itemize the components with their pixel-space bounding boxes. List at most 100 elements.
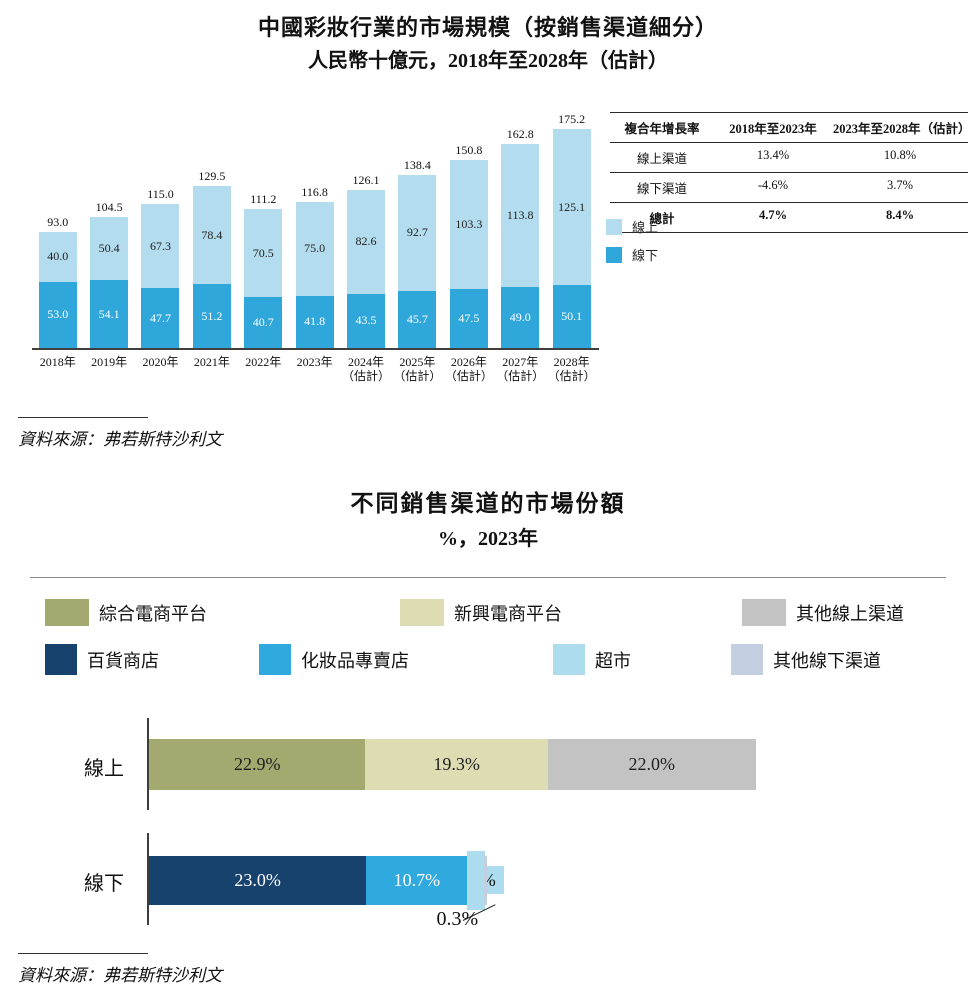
bar-segment-offline: 47.5 — [449, 288, 488, 348]
legend-item: 線上 — [606, 217, 658, 236]
divider-line — [30, 577, 946, 578]
bar-segment-online: 67.3 — [141, 204, 180, 289]
bar-segment-online: 70.5 — [244, 209, 283, 298]
bar-segment — [467, 856, 485, 905]
bar-segment-value: 78.4 — [201, 227, 223, 242]
bar-segment-offline: 40.7 — [244, 297, 283, 348]
source-text-top: 資料來源：弗若斯特沙利文 — [18, 430, 222, 449]
table-row: 總計 4.7% 8.4% — [610, 203, 968, 232]
table-cell-period2: 3.7% — [886, 178, 914, 192]
table-cell-period1: -4.6% — [757, 178, 789, 192]
bar-segment-offline: 50.1 — [552, 285, 591, 348]
bar-segment: 23.0% — [149, 856, 367, 905]
bar-segment-value: 103.3 — [455, 216, 483, 231]
cagr-header-period2: 2023年至2028年（估計） — [833, 122, 971, 136]
bar-segment-offline: 53.0 — [38, 281, 77, 348]
bar-segment-offline: 45.7 — [398, 290, 437, 348]
x-axis-label: 2018年 — [32, 355, 83, 383]
chart2-subtitle: %，2023年 — [438, 528, 538, 550]
bar-segment-online: 75.0 — [295, 201, 334, 296]
chart1: 93.0 40.0 53.0 104.5 50.4 54.1 115.0 67.3 47.7 12… — [32, 106, 599, 383]
x-axis-label: 2025年 （估計） — [392, 355, 443, 383]
table-cell-label: 線下渠道 — [636, 182, 687, 196]
bar-segment-value: 41.8 — [304, 314, 326, 329]
legend-swatch — [731, 644, 763, 675]
legend-item: 新興電商平台 — [400, 599, 562, 626]
bar-segment-offline: 51.2 — [192, 284, 231, 348]
bar-column: 150.8 103.3 47.5 — [443, 143, 494, 348]
bar-total-label: 93.0 — [47, 214, 69, 229]
stacked-bar: 22.9% 19.3% 22.0% — [149, 739, 756, 790]
x-axis-label-year: 2018年 — [39, 355, 76, 369]
legend-item: 百貨商店 — [45, 644, 159, 675]
table-cell-period2: 8.4% — [885, 208, 915, 222]
bar-total-label: 126.1 — [352, 173, 380, 188]
table-cell-label: 總計 — [649, 212, 675, 226]
stacked-bar: 23.0% 10.7% — [149, 856, 488, 905]
x-axis-label-year: 2019年 — [91, 355, 128, 369]
legend-item: 線下 — [606, 245, 658, 264]
bar-segment-value: 53.0 — [47, 307, 69, 322]
bar-segment-online: 113.8 — [501, 144, 540, 287]
legend-label: 化妝品專賣店 — [301, 650, 409, 671]
bar-total-label: 129.5 — [198, 169, 226, 183]
cagr-table: 複合年增長率 2018年至2023年 2023年至2028年（估計） 線上渠道 1… — [610, 112, 971, 233]
bar-column: 138.4 92.7 45.7 — [392, 158, 443, 348]
bar-total-label: 111.2 — [250, 192, 277, 207]
x-axis-label-note: （估計） — [444, 369, 493, 383]
bar-segment: 22.0% — [547, 739, 756, 790]
table-cell-period2: 10.8% — [883, 148, 917, 162]
legend-swatch — [606, 246, 622, 263]
bar-segment-offline: 54.1 — [90, 280, 129, 348]
bar-segment-value: 50.4 — [98, 241, 120, 256]
legend-label: 超市 — [595, 650, 631, 671]
x-axis-label: 2027年 （估計） — [495, 355, 546, 383]
x-axis-label: 2026年 （估計） — [443, 355, 494, 383]
row-label: 線上 — [84, 758, 124, 780]
bar-segment-online: 125.1 — [552, 129, 591, 286]
bar-segment-value: 75.0 — [304, 241, 326, 256]
legend-item: 綜合電商平台 — [45, 599, 207, 626]
table-cell-period1: 13.4% — [756, 148, 790, 162]
x-axis-label: 2022年 — [238, 355, 289, 383]
bar-column: 129.5 78.4 51.2 — [186, 169, 237, 348]
bar-segment-value: 40.0 — [47, 249, 69, 264]
bar-segment-value: 49.0 — [509, 309, 531, 324]
y-axis-line — [147, 833, 149, 925]
x-axis-label-note: （估計） — [547, 369, 596, 383]
legend-swatch — [259, 644, 291, 675]
legend-label: 新興電商平台 — [454, 603, 562, 624]
bar-segment-value: 50.1 — [561, 309, 583, 324]
source-rule-bottom — [18, 953, 148, 954]
chart1-bars: 93.0 40.0 53.0 104.5 50.4 54.1 115.0 67.3 47.7 12… — [32, 106, 599, 350]
bar-total-label: 175.2 — [558, 112, 586, 127]
cagr-table-header: 複合年增長率 2018年至2023年 2023年至2028年（估計） — [610, 113, 971, 143]
bar-segment-value: 92.7 — [406, 225, 428, 240]
legend-item: 其他線下渠道 — [731, 644, 881, 675]
table-row: 線上渠道 13.4% 10.8% — [610, 143, 968, 173]
bar-segment-value: 40.7 — [252, 315, 274, 330]
bar-column: 126.1 82.6 43.5 — [340, 173, 391, 348]
x-axis-label-year: 2028年 — [553, 355, 590, 369]
legend-label: 百貨商店 — [87, 650, 159, 671]
bar-segment-offline: 43.5 — [347, 293, 386, 348]
legend-label: 綜合電商平台 — [99, 603, 207, 624]
bar-segment-value: 47.7 — [149, 310, 171, 325]
legend-swatch — [400, 599, 444, 626]
cagr-header-period1: 2018年至2023年 — [729, 122, 817, 136]
legend-item: 超市 — [553, 644, 631, 675]
legend-item: 其他線上渠道 — [742, 599, 904, 626]
bar-total-label: 115.0 — [147, 187, 174, 202]
x-axis-label: 2020年 — [135, 355, 186, 383]
bar-segment: 10.7% — [366, 856, 468, 905]
table-row: 線下渠道 -4.6% 3.7% — [610, 173, 968, 203]
bar-segment-online: 103.3 — [449, 159, 488, 289]
bar-segment-offline: 41.8 — [295, 295, 334, 348]
bar-segment-value: 67.3 — [149, 238, 171, 253]
cagr-header-metric: 複合年增長率 — [624, 122, 700, 136]
chart2-title: 不同銷售渠道的市場份額 — [350, 490, 626, 516]
x-axis-label-year: 2027年 — [502, 355, 539, 369]
bar-segment-online: 50.4 — [90, 217, 129, 281]
source-text-bottom: 資料來源：弗若斯特沙利文 — [18, 966, 222, 985]
